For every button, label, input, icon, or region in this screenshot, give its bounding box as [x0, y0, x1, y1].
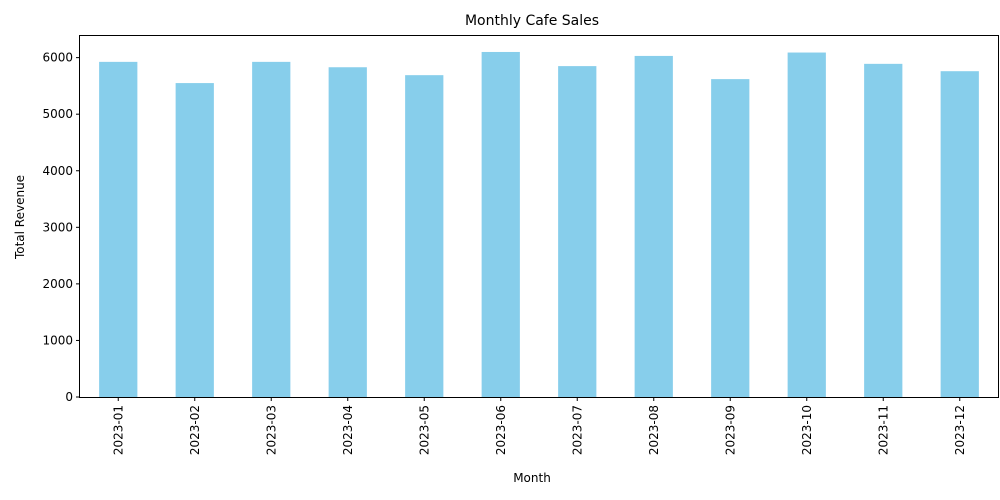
y-axis: 0 1000 2000 3000 4000 5000 6000 — [42, 51, 80, 404]
x-axis-label: Month — [513, 471, 551, 485]
bar-2023-12 — [940, 71, 979, 397]
x-tick-label: 2023-09 — [723, 405, 737, 455]
y-tick-label: 3000 — [42, 220, 73, 234]
bar-2023-05 — [405, 75, 444, 398]
y-tick-label: 0 — [65, 390, 73, 404]
bar-2023-02 — [175, 83, 214, 397]
x-tick-label: 2023-04 — [341, 405, 355, 455]
y-axis-label: Total Revenue — [13, 175, 27, 260]
bar-2023-09 — [711, 79, 750, 398]
chart-title: Monthly Cafe Sales — [465, 13, 599, 29]
bar-2023-03 — [252, 61, 291, 397]
x-tick-label: 2023-03 — [264, 405, 278, 455]
x-tick-label: 2023-11 — [876, 405, 890, 455]
bar-2023-06 — [481, 51, 520, 397]
x-tick-label: 2023-05 — [417, 405, 431, 455]
plot-frame — [79, 35, 999, 398]
bars-group — [99, 51, 979, 398]
x-tick-label: 2023-06 — [494, 405, 508, 455]
y-tick-label: 6000 — [42, 51, 73, 65]
x-tick-label: 2023-07 — [570, 405, 584, 455]
y-tick-label: 1000 — [42, 333, 73, 347]
bar-2023-07 — [558, 66, 597, 397]
y-tick-label: 4000 — [42, 164, 73, 178]
bar-2023-01 — [99, 61, 138, 397]
x-axis: 2023-01 2023-02 2023-03 2023-04 2023-05 2023-… — [111, 397, 967, 455]
x-tick-label: 2023-10 — [800, 405, 814, 455]
x-tick-label: 2023-02 — [188, 405, 202, 455]
x-tick-label: 2023-12 — [953, 405, 967, 455]
bar-2023-11 — [864, 63, 903, 398]
y-tick-label: 5000 — [42, 107, 73, 121]
x-tick-label: 2023-08 — [647, 405, 661, 455]
bar-2023-10 — [787, 52, 826, 398]
bar-2023-08 — [634, 55, 673, 397]
bar-2023-04 — [328, 67, 367, 397]
x-tick-label: 2023-01 — [111, 405, 125, 455]
y-tick-label: 2000 — [42, 277, 73, 291]
